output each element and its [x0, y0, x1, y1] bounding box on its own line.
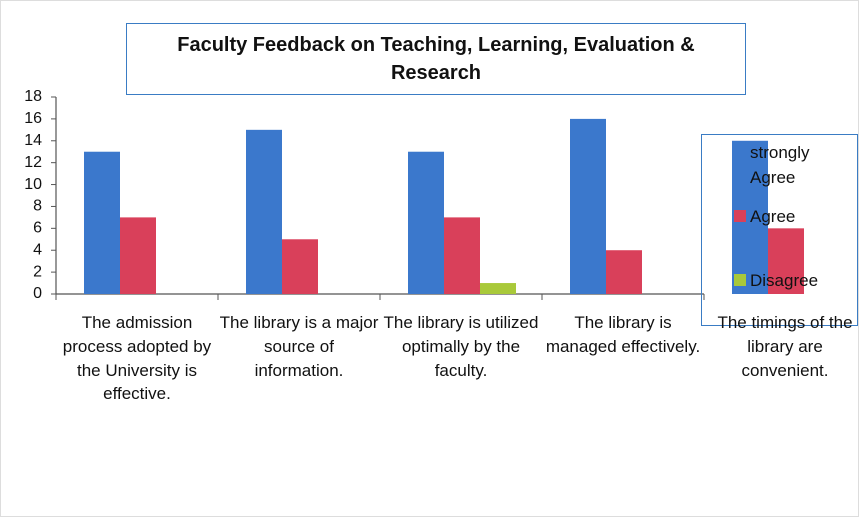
- legend-label: Agree: [750, 207, 796, 226]
- bar: [120, 217, 156, 294]
- y-tick-label: 4: [33, 241, 42, 258]
- legend-label: strongly Agree: [750, 143, 810, 187]
- bar: [444, 217, 480, 294]
- x-tick-label: The admission process adopted by the Uni…: [62, 313, 212, 404]
- legend-entry: Agree: [734, 205, 854, 230]
- y-tick-label: 12: [24, 154, 42, 171]
- y-tick-label: 2: [33, 263, 42, 280]
- legend-label: Disagree: [750, 271, 819, 290]
- legend-entry: Disagree: [734, 269, 854, 294]
- x-tick-label: The library is utilized optimally by the…: [383, 313, 539, 380]
- y-tick-label: 10: [24, 176, 42, 193]
- legend-entry: strongly Agree: [734, 141, 854, 190]
- bar: [246, 129, 282, 294]
- y-tick-label: 8: [33, 198, 42, 215]
- legend-swatch: [734, 146, 746, 158]
- x-tick-label: The library is a major source of informa…: [219, 313, 379, 380]
- y-tick-label: 18: [24, 88, 42, 105]
- bar: [606, 250, 642, 294]
- x-tick-label: The library is managed effectively.: [545, 313, 701, 356]
- bar: [84, 151, 120, 294]
- chart-title: Faculty Feedback on Teaching, Learning, …: [126, 23, 746, 95]
- bar: [768, 228, 804, 294]
- legend-swatch: [734, 274, 746, 286]
- legend-swatch: [734, 210, 746, 222]
- y-tick-label: 0: [33, 285, 42, 302]
- legend: strongly Agree Agree Disagree: [701, 134, 858, 326]
- y-tick-label: 14: [24, 132, 42, 149]
- y-tick-label: 16: [24, 110, 42, 127]
- x-tick-label: The timings of the library are convenien…: [717, 313, 853, 380]
- bar: [408, 151, 444, 294]
- bar: [570, 118, 606, 294]
- bar: [480, 283, 516, 294]
- bar: [282, 239, 318, 294]
- y-tick-label: 6: [33, 220, 42, 237]
